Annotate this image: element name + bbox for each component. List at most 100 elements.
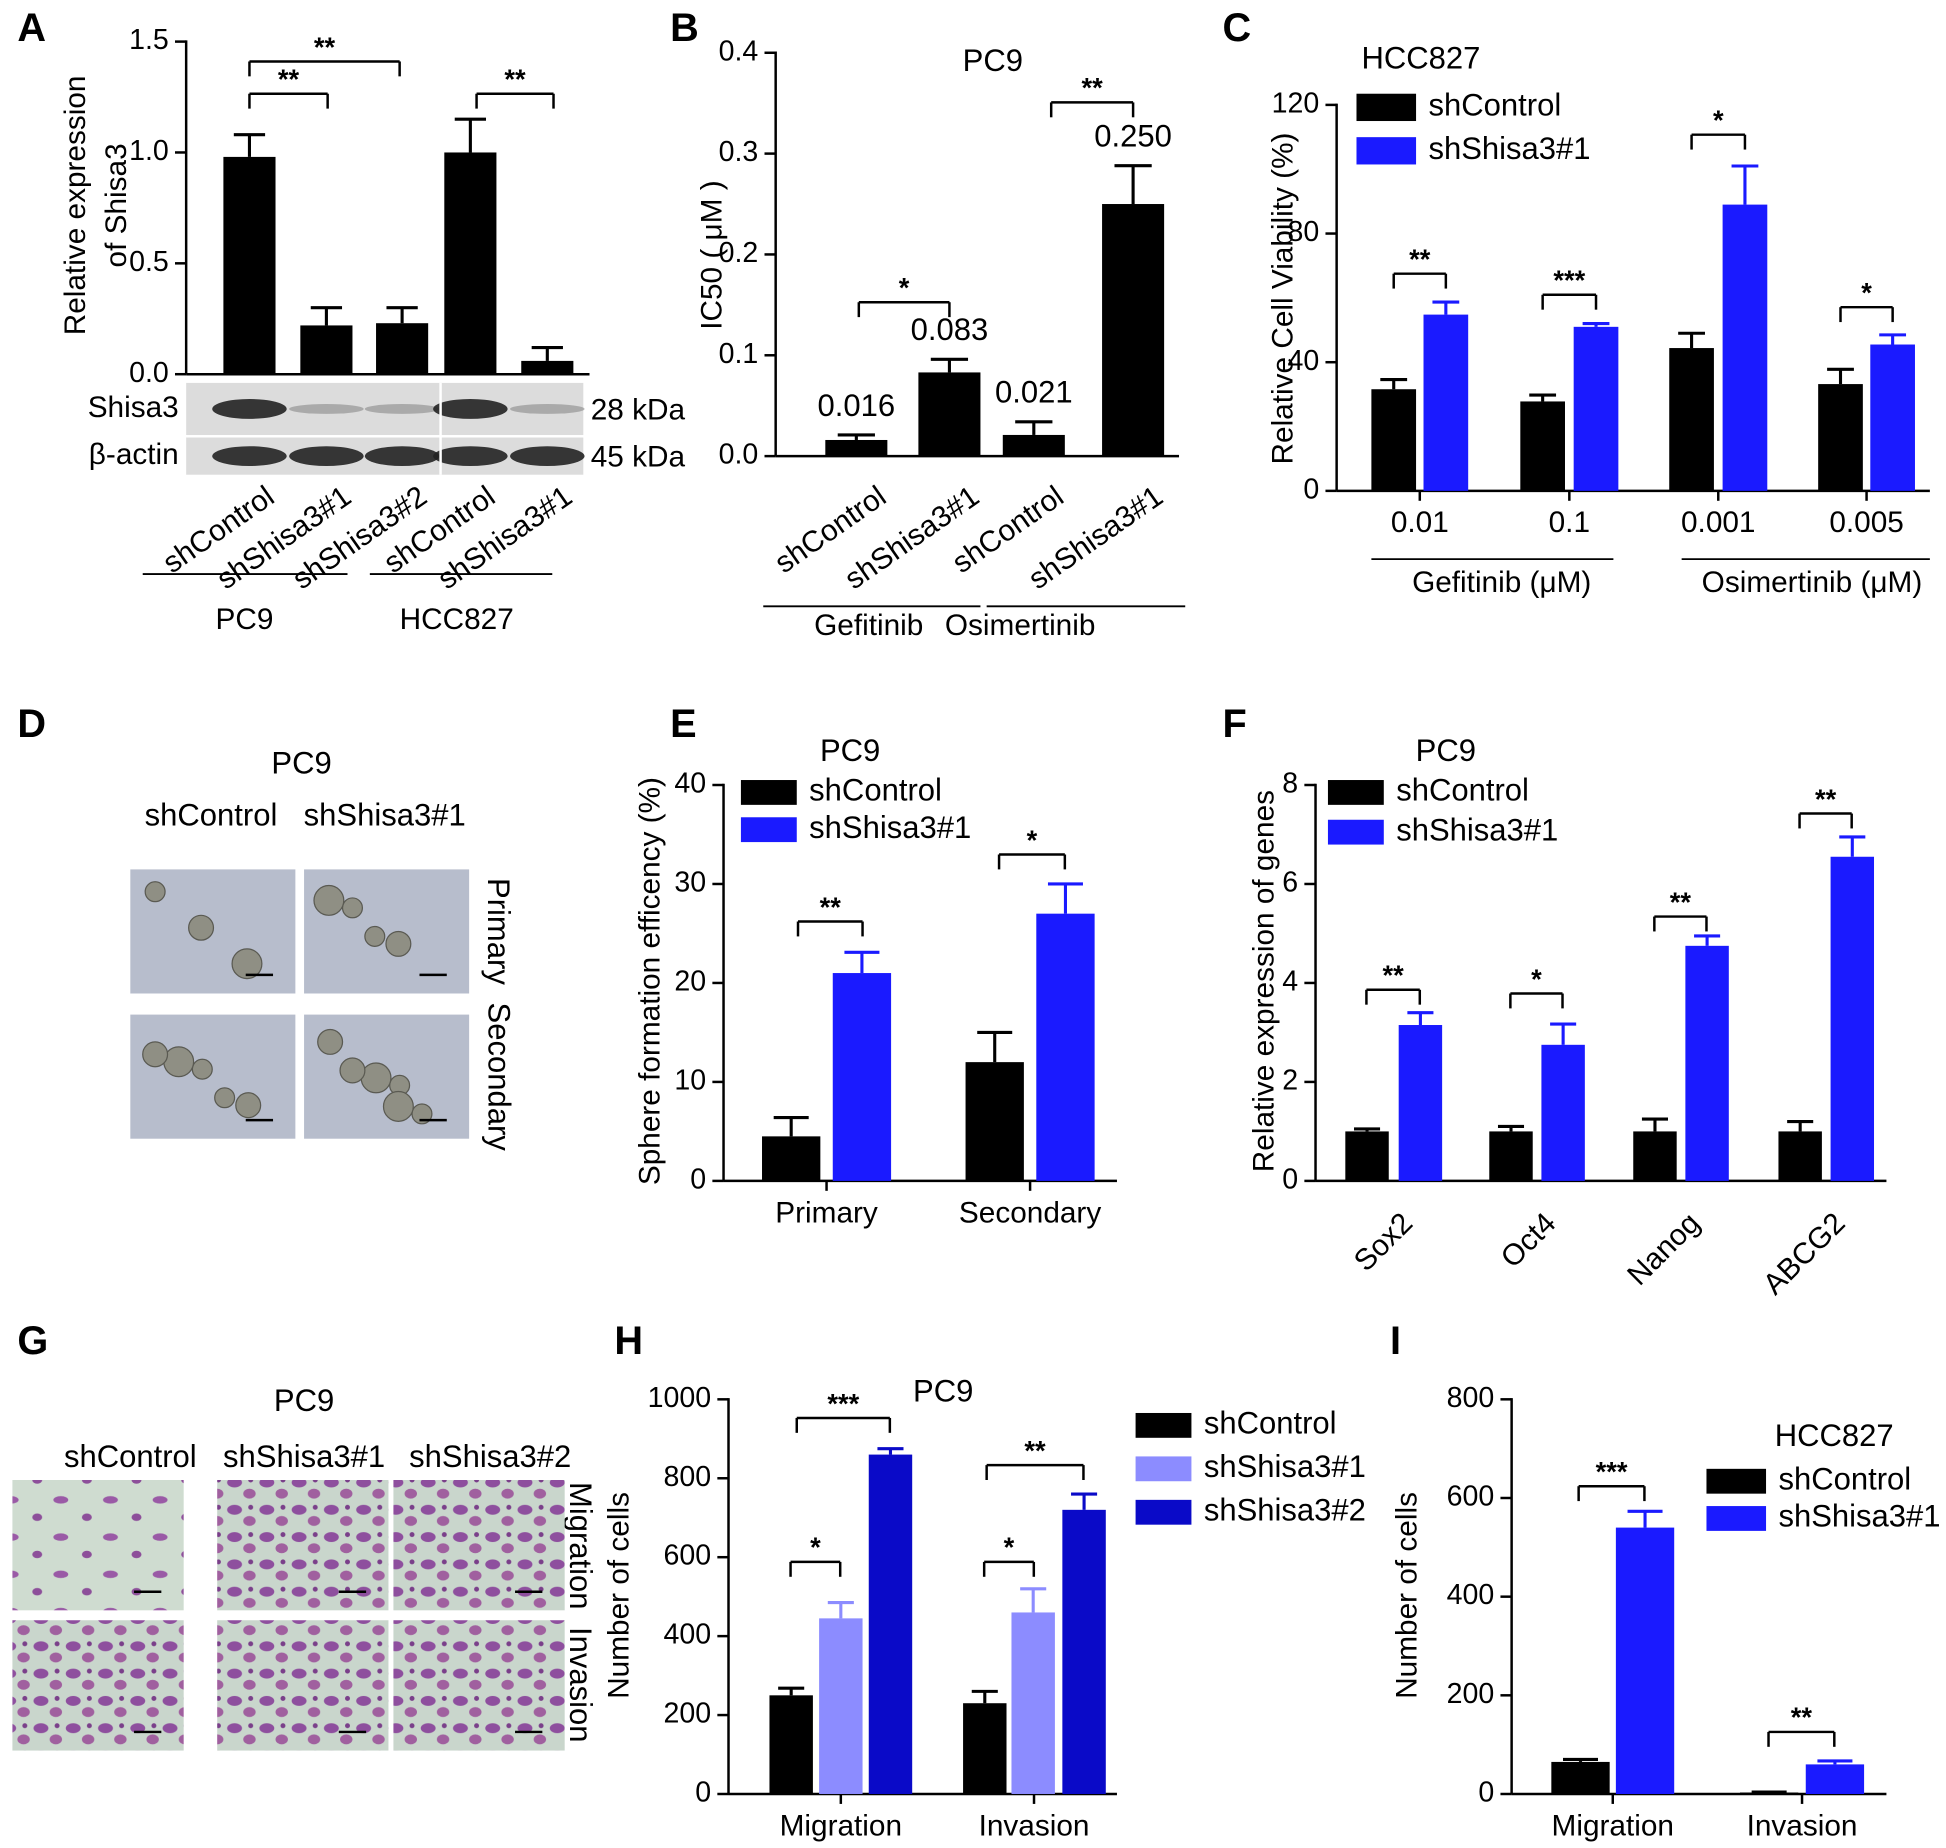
column-label: shShisa3#2 xyxy=(409,1439,571,1474)
legend-swatch xyxy=(1135,1412,1192,1438)
x-tick-label: Secondary xyxy=(959,1196,1101,1229)
value-label: 0.021 xyxy=(995,375,1073,410)
y-tick-label: 600 xyxy=(1447,1481,1495,1513)
x-tick-label: 0.001 xyxy=(1681,506,1756,539)
x-tick-label: ABCG2 xyxy=(1757,1207,1852,1302)
value-label: 0.250 xyxy=(1094,119,1172,154)
sphere xyxy=(214,1087,236,1109)
y-axis-label: IC50 ( μM ) xyxy=(695,180,728,329)
sphere xyxy=(235,1092,262,1119)
blot-band xyxy=(364,403,440,414)
legend-label: shShisa3#1 xyxy=(1396,812,1558,847)
group-label: Osimertinib xyxy=(945,609,1096,642)
panel-label: I xyxy=(1390,1319,1401,1363)
bar xyxy=(521,360,574,375)
group-label: HCC827 xyxy=(400,603,514,636)
column-label: shControl xyxy=(64,1439,197,1474)
sphere xyxy=(188,914,215,941)
y-tick-label: 30 xyxy=(674,867,706,899)
bar xyxy=(868,1454,913,1794)
sig-label: ** xyxy=(820,891,842,922)
bar xyxy=(1102,204,1165,457)
legend-label: shControl xyxy=(1204,1406,1337,1441)
bar xyxy=(1805,1764,1865,1794)
y-tick-label: 0.0 xyxy=(719,439,759,471)
sig-label: * xyxy=(899,272,910,303)
panel-label: D xyxy=(17,702,46,746)
sig-label: ** xyxy=(314,31,336,62)
y-tick-label: 4 xyxy=(1282,965,1298,997)
legend-label: shShisa3#1 xyxy=(809,810,971,845)
micrograph xyxy=(217,1620,389,1751)
y-tick-label: 0.0 xyxy=(129,357,169,389)
bar xyxy=(1541,1044,1585,1181)
bar xyxy=(965,1062,1024,1181)
micrograph xyxy=(12,1620,184,1751)
x-tick-label: Sox2 xyxy=(1348,1207,1419,1278)
bar xyxy=(223,156,276,375)
bar xyxy=(1489,1131,1533,1181)
bar xyxy=(1011,1612,1055,1794)
sig-label: *** xyxy=(1596,1456,1628,1487)
sig-label: ** xyxy=(1409,243,1431,274)
bar xyxy=(1669,348,1714,491)
y-tick-label: 0.4 xyxy=(719,35,759,67)
bar xyxy=(1870,344,1915,491)
group-label: Gefitinib xyxy=(814,609,923,642)
y-tick-label: 120 xyxy=(1272,87,1320,119)
y-tick-label: 200 xyxy=(1447,1678,1495,1710)
row-label: Secondary xyxy=(481,1003,516,1152)
chart-title: PC9 xyxy=(820,733,880,768)
legend-label: shShisa3#1 xyxy=(1428,131,1590,166)
x-tick-label: 0.01 xyxy=(1391,506,1449,539)
bar xyxy=(1573,326,1619,491)
x-tick-label: Nanog xyxy=(1621,1207,1706,1292)
bar xyxy=(1371,389,1417,491)
y-tick-label: 600 xyxy=(664,1540,712,1572)
bar xyxy=(918,372,981,457)
bar xyxy=(1062,1509,1106,1794)
bar xyxy=(963,1703,1007,1794)
sig-label: * xyxy=(1531,963,1542,994)
x-tick-label: Migration xyxy=(780,1809,902,1842)
row-label: Primary xyxy=(481,878,516,985)
y-tick-label: 10 xyxy=(674,1064,706,1096)
value-label: 0.016 xyxy=(818,388,896,423)
group-label: Osimertinib (μM) xyxy=(1702,566,1923,599)
sig-label: *** xyxy=(1553,265,1585,296)
sphere xyxy=(191,1058,213,1080)
sphere xyxy=(317,1028,344,1055)
bar xyxy=(769,1695,813,1794)
y-tick-label: 8 xyxy=(1282,768,1298,800)
panel-label: B xyxy=(670,6,699,50)
y-axis-label: Sphere formation efficency (%) xyxy=(633,777,666,1185)
blot-label: β-actin xyxy=(89,438,179,471)
sphere xyxy=(144,881,166,903)
sig-label: ** xyxy=(1815,783,1837,814)
x-tick-label: Oct4 xyxy=(1495,1207,1563,1275)
blot-band xyxy=(289,403,364,414)
sphere xyxy=(142,1041,169,1068)
chart-title: PC9 xyxy=(1416,733,1476,768)
sphere xyxy=(385,930,412,957)
legend-swatch xyxy=(1706,1468,1767,1494)
bar xyxy=(1818,384,1863,491)
y-tick-label: 0.3 xyxy=(719,136,759,168)
sig-label: ** xyxy=(1791,1702,1813,1733)
y-tick-label: 400 xyxy=(1447,1579,1495,1611)
bar xyxy=(1002,434,1065,457)
sig-label: ** xyxy=(1082,72,1104,103)
sig-label: * xyxy=(1004,1532,1015,1563)
legend-swatch xyxy=(1327,780,1384,805)
blot-band xyxy=(510,403,585,414)
bar xyxy=(1685,945,1729,1181)
sig-label: * xyxy=(1027,824,1038,855)
blot-label: Shisa3 xyxy=(88,391,179,424)
y-tick-label: 1.5 xyxy=(129,24,169,56)
y-tick-label: 0.1 xyxy=(719,338,759,370)
bar xyxy=(1615,1527,1675,1794)
blot-band xyxy=(289,446,364,467)
panel-label: F xyxy=(1222,702,1246,746)
sphere xyxy=(231,948,263,980)
